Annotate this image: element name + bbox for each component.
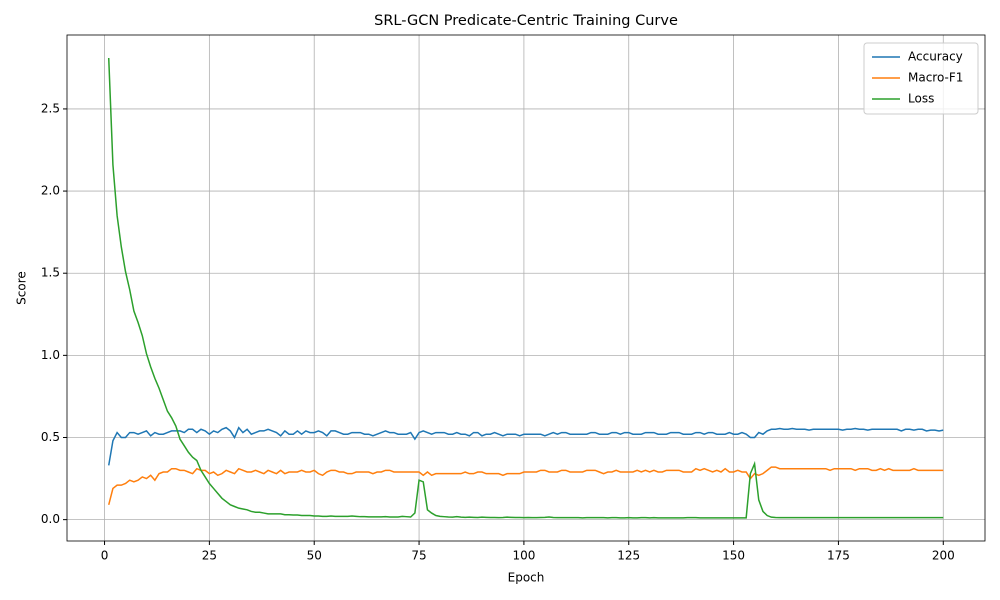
y-tick-label: 1.5 [41, 266, 60, 280]
x-axis-label: Epoch [508, 571, 545, 585]
data-line [107, 57, 944, 519]
x-tick-label: 150 [722, 549, 745, 563]
plot-frame [66, 34, 986, 542]
x-tick-label: 175 [827, 549, 850, 563]
x-tick-label: 50 [307, 549, 322, 563]
legend-box [863, 42, 979, 115]
legend-label: Accuracy [908, 50, 963, 64]
legend: Accuracy Macro-F1 Loss [863, 42, 979, 115]
legend-label: Macro-F1 [908, 71, 963, 85]
y-tick-label: 2.5 [41, 101, 60, 115]
x-tick-label: 200 [932, 549, 955, 563]
data-line [108, 466, 944, 506]
y-tick-label: 2.0 [41, 184, 60, 198]
chart-title: SRL-GCN Predicate-Centric Training Curve [374, 13, 678, 29]
x-tick-label: 0 [101, 549, 109, 563]
x-tick-label: 100 [512, 549, 535, 563]
y-axis-label: Score [15, 271, 29, 305]
x-tick-label: 25 [202, 549, 217, 563]
y-tick-label: 0.5 [41, 430, 60, 444]
x-tick-label: 75 [411, 549, 426, 563]
x-tick-label: 125 [617, 549, 640, 563]
y-tick-label: 0.0 [41, 512, 60, 526]
y-tick-label: 1.0 [41, 348, 60, 362]
legend-label: Loss [908, 92, 934, 106]
data-line [107, 426, 944, 466]
